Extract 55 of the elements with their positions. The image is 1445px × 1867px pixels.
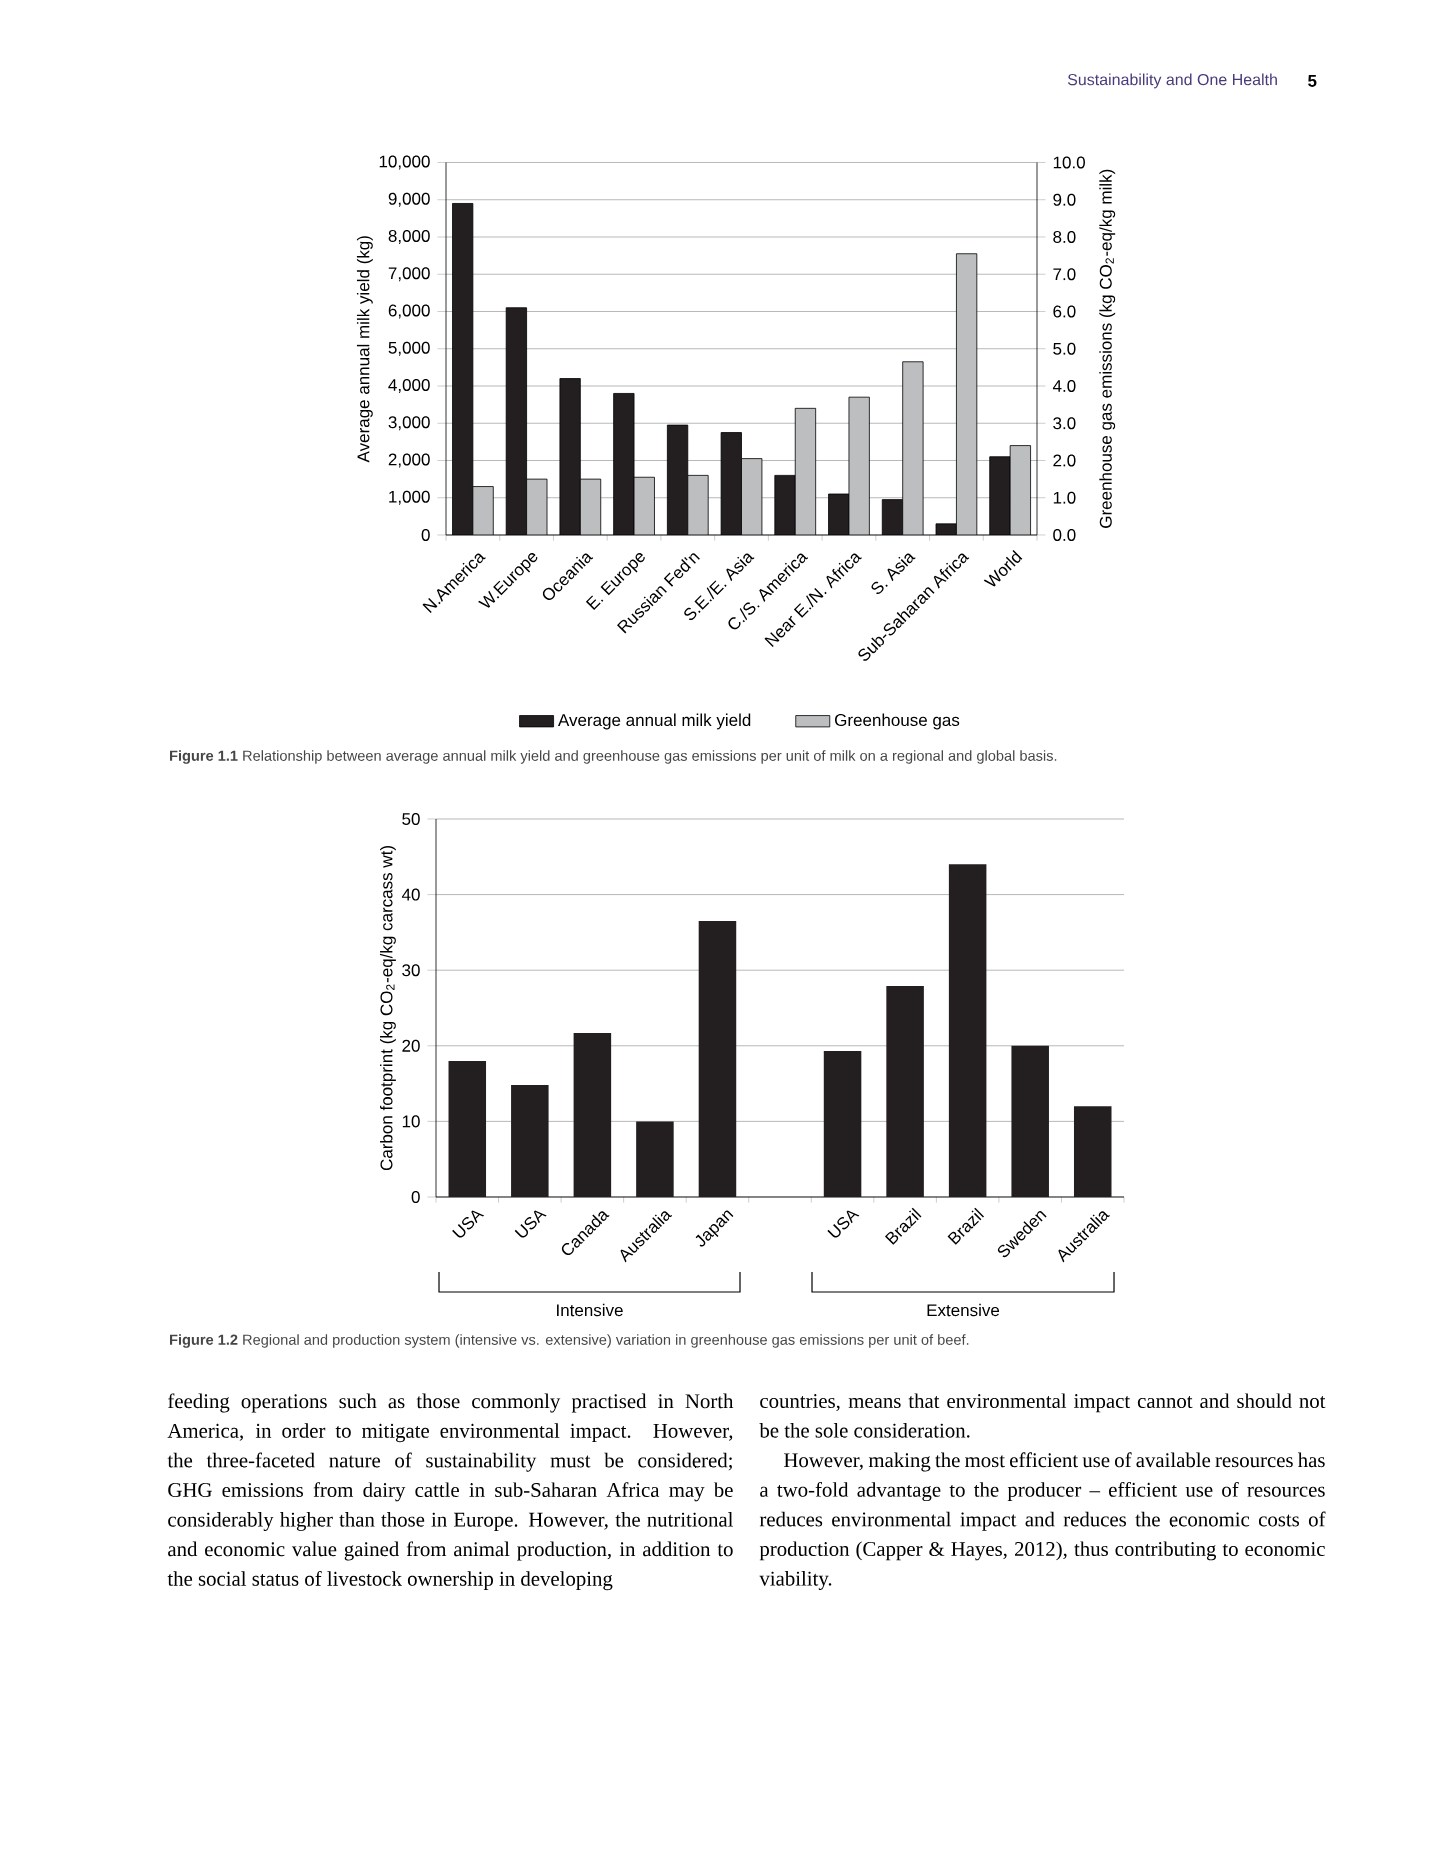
y2-tick-label: 5.0 <box>1053 342 1076 355</box>
bar <box>1073 1106 1112 1197</box>
y-tick-label: 2,000 <box>388 453 430 468</box>
text: However, making the most efficient use of available resources has a two-fold advantage to the producer – efficient use of resources reduces environmental impact and reduces the economic costs of production (Capper & Hayes, 2012), thus contributing to economic viability. <box>759 1452 1326 1590</box>
y-tick-label: 3,000 <box>388 416 430 431</box>
text: countries, means that environmental impact cannot and should not be the sole consideration. <box>759 1393 1326 1438</box>
text: Extensive <box>927 1303 1000 1317</box>
y2-tick-label: 2.0 <box>1053 454 1076 467</box>
x-tick-label: USA <box>827 1210 860 1238</box>
text: 5 <box>1308 75 1317 87</box>
bar <box>573 1032 612 1197</box>
y-tick-label: 7,000 <box>388 267 430 282</box>
y2-tick-label: 10.0 <box>1053 156 1085 169</box>
y-tick-label: 0 <box>411 1190 420 1203</box>
bar <box>886 986 924 1197</box>
text: Figure 1.1 Relationship between average annual milk yield and greenhouse gas emissions per unit of milk on a regional and global basis. <box>170 750 1057 764</box>
y-tick-label: 9,000 <box>388 192 430 207</box>
y-axis-title: Average annual milk yield (kg) <box>356 236 373 463</box>
y2-tick-label: 7.0 <box>1053 268 1076 281</box>
bar <box>698 921 737 1197</box>
text: feeding operations such as those commonly practised in North America, in order to mitigate environmental impact. However, the three-faceted nature of sustainability must be considered; GHG emissions from dairy cattle in sub-Saharan Africa may be considerably higher than those in Europe. However, the nutritional and economic value gained from animal production, in addition to the social status of livestock ownership in developing <box>167 1393 734 1591</box>
text: Figure 1.2 Regional and production system (intensive vs. extensive) variation in greenhouse gas emissions per unit of beef. <box>170 1334 969 1348</box>
y-tick-label: 10,000 <box>379 155 430 170</box>
bar <box>448 1060 487 1197</box>
x-tick-label: USA <box>514 1210 547 1238</box>
y2-tick-label: 9.0 <box>1053 193 1076 206</box>
y-tick-label: 20 <box>402 1039 420 1052</box>
bar <box>948 864 987 1197</box>
x-tick-label: USA <box>452 1210 485 1238</box>
y-axis-title: Carbon footprint (kg CO$_{2}$-eq/kg carcass wt) <box>380 846 396 1171</box>
y-tick-label: 0 <box>421 528 430 541</box>
bar <box>511 1085 549 1197</box>
y2-tick-label: 0.0 <box>1053 528 1076 541</box>
y-tick-label: 8,000 <box>388 229 430 245</box>
y-tick-label: 5,000 <box>388 341 430 356</box>
text: Intensive <box>557 1303 623 1317</box>
y2-tick-label: 1.0 <box>1053 491 1076 504</box>
bar <box>1011 1045 1049 1197</box>
legend-label: Greenhouse gas <box>835 713 960 730</box>
y-tick-label: 10 <box>402 1115 420 1128</box>
y-tick-label: 40 <box>401 888 420 901</box>
y2-tick-label: 4.0 <box>1052 379 1076 392</box>
y2-tick-label: 8.0 <box>1053 230 1076 243</box>
bar <box>823 1051 862 1197</box>
legend-label: Average annual milk yield <box>558 713 751 730</box>
y-tick-label: 50 <box>402 812 420 825</box>
bar <box>636 1121 674 1197</box>
text: Sustainability and One Health <box>1067 73 1277 89</box>
y-tick-label: 1,000 <box>389 490 430 505</box>
y2-axis-title: Greenhouse gas emissions (kg CO$_{2}$-eq/kg milk) <box>1099 169 1116 528</box>
y-tick-label: 30 <box>402 964 420 977</box>
y2-tick-label: 6.0 <box>1053 305 1076 318</box>
y-tick-label: 4,000 <box>388 378 430 394</box>
y-tick-label: 6,000 <box>388 304 430 319</box>
y2-tick-label: 3.0 <box>1053 417 1076 430</box>
